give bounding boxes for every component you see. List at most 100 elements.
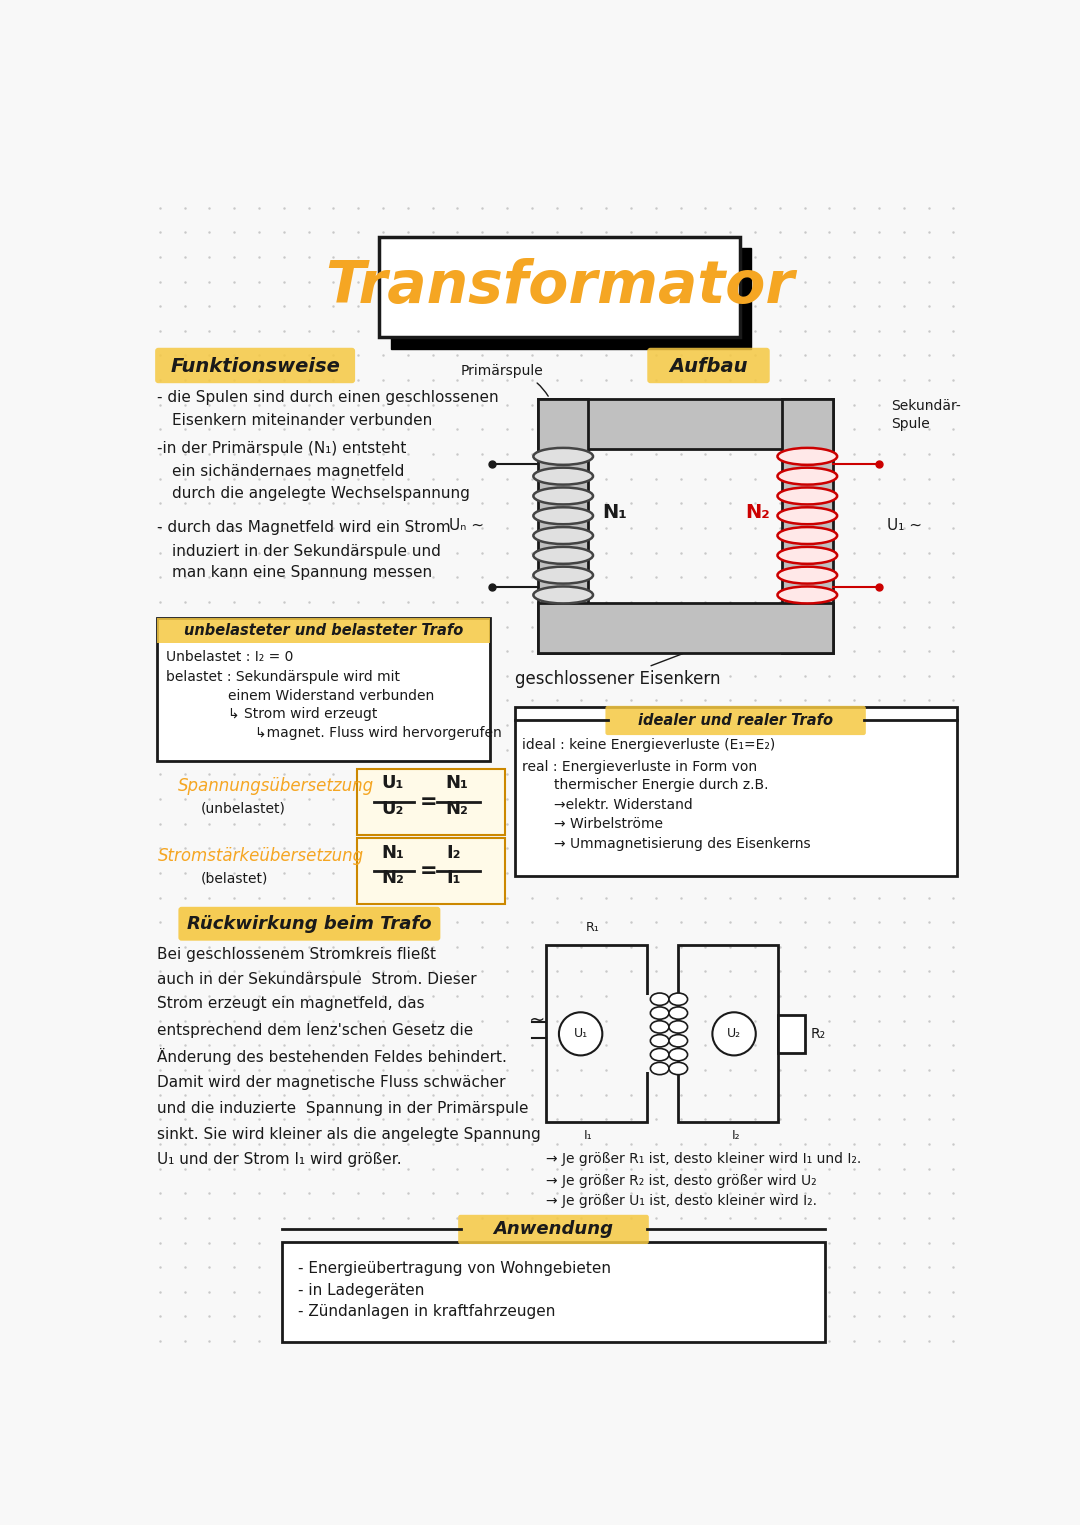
Bar bbox=[619, 996, 650, 1072]
Ellipse shape bbox=[669, 1006, 688, 1019]
Bar bbox=[779, 1014, 806, 1054]
Text: sinkt. Sie wird kleiner als die angelegte Spannung: sinkt. Sie wird kleiner als die angelegt… bbox=[157, 1127, 540, 1142]
Ellipse shape bbox=[778, 508, 837, 525]
Ellipse shape bbox=[534, 547, 593, 564]
Bar bbox=[391, 249, 751, 349]
Text: =: = bbox=[420, 791, 437, 813]
Bar bbox=[538, 602, 833, 653]
Ellipse shape bbox=[778, 528, 837, 544]
Ellipse shape bbox=[778, 567, 837, 584]
Text: Unbelastet : I₂ = 0: Unbelastet : I₂ = 0 bbox=[166, 650, 294, 663]
Ellipse shape bbox=[669, 1063, 688, 1075]
Ellipse shape bbox=[650, 993, 669, 1005]
Ellipse shape bbox=[650, 1049, 669, 1061]
Text: man kann eine Spannung messen: man kann eine Spannung messen bbox=[172, 566, 432, 580]
Text: I₁: I₁ bbox=[584, 1130, 593, 1142]
Ellipse shape bbox=[650, 1063, 669, 1075]
Text: Funktionsweise: Funktionsweise bbox=[171, 357, 340, 375]
Ellipse shape bbox=[778, 448, 837, 465]
Text: durch die angelegte Wechselspannung: durch die angelegte Wechselspannung bbox=[172, 486, 470, 500]
Text: - Zündanlagen in kraftfahrzeugen: - Zündanlagen in kraftfahrzeugen bbox=[298, 1304, 555, 1319]
Ellipse shape bbox=[669, 993, 688, 1005]
Text: real : Energieverluste in Form von: real : Energieverluste in Form von bbox=[523, 759, 758, 773]
Text: → Je größer U₁ ist, desto kleiner wird I₂.: → Je größer U₁ ist, desto kleiner wird I… bbox=[545, 1194, 816, 1208]
FancyBboxPatch shape bbox=[357, 769, 505, 836]
Text: Transformator: Transformator bbox=[325, 258, 794, 316]
Text: U₂: U₂ bbox=[381, 799, 404, 817]
Text: ein sichändernaes magnetfeld: ein sichändernaes magnetfeld bbox=[172, 464, 405, 479]
Ellipse shape bbox=[669, 1049, 688, 1061]
Text: Spule: Spule bbox=[891, 416, 930, 432]
FancyBboxPatch shape bbox=[647, 348, 770, 383]
Text: Primärspule: Primärspule bbox=[460, 364, 549, 396]
Text: Anwendung: Anwendung bbox=[494, 1220, 613, 1238]
Text: Rückwirkung beim Trafo: Rückwirkung beim Trafo bbox=[187, 915, 432, 933]
Text: geschlossener Eisenkern: geschlossener Eisenkern bbox=[515, 654, 720, 688]
Text: Aufbau: Aufbau bbox=[670, 357, 747, 375]
Text: ~: ~ bbox=[529, 1011, 545, 1031]
Ellipse shape bbox=[669, 1034, 688, 1048]
Ellipse shape bbox=[534, 528, 593, 544]
Text: →elektr. Widerstand: →elektr. Widerstand bbox=[554, 798, 692, 813]
Bar bbox=[515, 706, 957, 875]
Text: thermischer Energie durch z.B.: thermischer Energie durch z.B. bbox=[554, 778, 768, 791]
Bar bbox=[157, 618, 490, 761]
Text: ideal : keine Energieverluste (E₁=E₂): ideal : keine Energieverluste (E₁=E₂) bbox=[523, 738, 775, 752]
Text: (unbelastet): (unbelastet) bbox=[201, 802, 286, 816]
FancyBboxPatch shape bbox=[178, 907, 441, 941]
Text: N₁: N₁ bbox=[381, 843, 404, 862]
Bar bbox=[157, 618, 490, 642]
Ellipse shape bbox=[534, 508, 593, 525]
FancyBboxPatch shape bbox=[458, 1215, 649, 1244]
Text: - in Ladegeräten: - in Ladegeräten bbox=[298, 1283, 424, 1298]
Text: I₁: I₁ bbox=[446, 869, 461, 888]
Text: N₁: N₁ bbox=[445, 775, 468, 791]
Circle shape bbox=[713, 1013, 756, 1055]
Text: ↳magnet. Fluss wird hervorgerufen: ↳magnet. Fluss wird hervorgerufen bbox=[255, 726, 502, 740]
Text: idealer und realer Trafo: idealer und realer Trafo bbox=[638, 714, 833, 727]
Text: einem Widerstand verbunden: einem Widerstand verbunden bbox=[228, 689, 434, 703]
Text: Eisenkern miteinander verbunden: Eisenkern miteinander verbunden bbox=[172, 413, 432, 427]
Ellipse shape bbox=[650, 1034, 669, 1048]
Text: → Je größer R₂ ist, desto größer wird U₂: → Je größer R₂ ist, desto größer wird U₂ bbox=[545, 1174, 816, 1188]
Text: (belastet): (belastet) bbox=[201, 871, 268, 884]
Ellipse shape bbox=[650, 1006, 669, 1019]
FancyBboxPatch shape bbox=[357, 839, 505, 904]
Ellipse shape bbox=[778, 488, 837, 505]
Text: auch in der Sekundärspule  Strom. Dieser: auch in der Sekundärspule Strom. Dieser bbox=[157, 971, 476, 987]
Text: entsprechend dem lenz'schen Gesetz die: entsprechend dem lenz'schen Gesetz die bbox=[157, 1022, 473, 1037]
FancyBboxPatch shape bbox=[379, 236, 740, 337]
Circle shape bbox=[559, 1013, 603, 1055]
FancyBboxPatch shape bbox=[606, 706, 866, 735]
Bar bbox=[282, 1241, 825, 1342]
Text: U₁: U₁ bbox=[381, 775, 404, 791]
Text: Uₙ ~: Uₙ ~ bbox=[449, 518, 484, 534]
Text: Damit wird der magnetische Fluss schwächer: Damit wird der magnetische Fluss schwäch… bbox=[157, 1075, 505, 1090]
Ellipse shape bbox=[534, 448, 593, 465]
Ellipse shape bbox=[534, 587, 593, 604]
Text: → Je größer R₁ ist, desto kleiner wird I₁ und I₂.: → Je größer R₁ ist, desto kleiner wird I… bbox=[545, 1153, 861, 1167]
Text: Bei geschlossenem Stromkreis fließt: Bei geschlossenem Stromkreis fließt bbox=[157, 947, 435, 962]
Text: - durch das Magnetfeld wird ein Strom: - durch das Magnetfeld wird ein Strom bbox=[157, 520, 450, 535]
Text: und die induzierte  Spannung in der Primärspule: und die induzierte Spannung in der Primä… bbox=[157, 1101, 528, 1116]
Text: N₁: N₁ bbox=[603, 503, 627, 522]
Text: belastet : Sekundärspule wird mit: belastet : Sekundärspule wird mit bbox=[166, 671, 400, 685]
Text: =: = bbox=[420, 862, 437, 881]
Text: Spannungsübersetzung: Spannungsübersetzung bbox=[177, 778, 374, 796]
Text: → Ummagnetisierung des Eisenkerns: → Ummagnetisierung des Eisenkerns bbox=[554, 837, 810, 851]
Bar bbox=[545, 946, 647, 1122]
Ellipse shape bbox=[778, 587, 837, 604]
Text: U₁ und der Strom I₁ wird größer.: U₁ und der Strom I₁ wird größer. bbox=[157, 1151, 402, 1167]
Ellipse shape bbox=[650, 1020, 669, 1032]
Text: R₂: R₂ bbox=[811, 1026, 826, 1042]
Ellipse shape bbox=[669, 1020, 688, 1032]
Bar bbox=[782, 398, 833, 653]
Text: Stromstärkeübersetzung: Stromstärkeübersetzung bbox=[159, 846, 364, 865]
Ellipse shape bbox=[534, 488, 593, 505]
Text: Strom erzeugt ein magnetfeld, das: Strom erzeugt ein magnetfeld, das bbox=[157, 996, 424, 1011]
Text: I₂: I₂ bbox=[446, 843, 461, 862]
Bar bbox=[677, 946, 779, 1122]
Ellipse shape bbox=[778, 547, 837, 564]
Text: - Energieübertragung von Wohngebieten: - Energieübertragung von Wohngebieten bbox=[298, 1261, 611, 1276]
Text: U₁: U₁ bbox=[573, 1028, 588, 1040]
